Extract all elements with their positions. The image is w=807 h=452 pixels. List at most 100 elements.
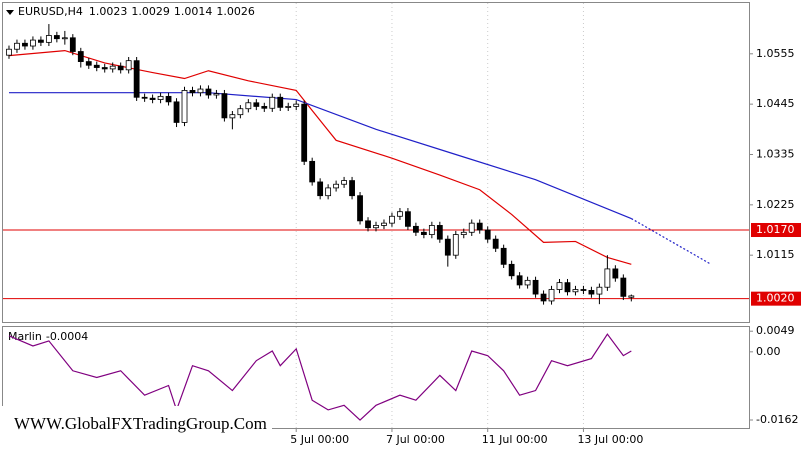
candle-body bbox=[516, 275, 523, 286]
x-tick-label: 13 Jul 00:00 bbox=[577, 433, 643, 446]
candle-body bbox=[564, 282, 571, 293]
candle-body bbox=[325, 187, 332, 197]
candle-body bbox=[540, 293, 547, 302]
candle-body bbox=[213, 93, 220, 96]
candle-body bbox=[556, 282, 563, 290]
candle-body bbox=[420, 231, 427, 235]
candle-body bbox=[261, 106, 268, 109]
candle-body bbox=[173, 101, 180, 123]
candle-body bbox=[628, 295, 635, 298]
candle-body bbox=[53, 35, 60, 40]
candle-body bbox=[612, 268, 619, 279]
y-tick-label: 1.0555 bbox=[756, 47, 795, 60]
candle-body bbox=[181, 90, 188, 123]
candle-body bbox=[341, 180, 347, 185]
candle-body bbox=[37, 39, 44, 43]
candle-body bbox=[460, 231, 467, 235]
chart-header: EURUSD,H4 1.0023 1.0029 1.0014 1.0026 bbox=[18, 5, 255, 18]
candle-body bbox=[596, 286, 603, 295]
candle-body bbox=[6, 48, 12, 56]
candle-body bbox=[157, 95, 164, 100]
candle-body bbox=[45, 35, 52, 43]
candle-body bbox=[604, 268, 611, 288]
candle-body bbox=[293, 103, 300, 107]
candle-body bbox=[22, 42, 28, 47]
candle-body bbox=[333, 183, 340, 189]
candle-body bbox=[444, 238, 451, 256]
candle-body bbox=[412, 225, 419, 233]
candle-body bbox=[85, 61, 92, 66]
candle-body bbox=[141, 96, 148, 99]
candle-body bbox=[69, 37, 76, 52]
candle-body bbox=[125, 60, 132, 71]
x-tick-label: 5 Jul 00:00 bbox=[290, 433, 349, 446]
candle-body bbox=[405, 211, 411, 227]
candle-body bbox=[365, 220, 371, 229]
y-tick-label: 0.0049 bbox=[756, 324, 795, 337]
candle-body bbox=[165, 95, 172, 103]
candle-body bbox=[301, 103, 308, 162]
candle-body bbox=[205, 88, 212, 96]
y-tick-label: 0.00 bbox=[756, 345, 781, 358]
indicator-line bbox=[8, 333, 632, 421]
moving-average bbox=[8, 49, 632, 265]
candle-body bbox=[492, 238, 499, 249]
candle-body bbox=[229, 114, 236, 119]
candle-body bbox=[508, 263, 515, 277]
candle-body bbox=[588, 290, 595, 295]
candle-body bbox=[397, 211, 403, 217]
candle-body bbox=[468, 222, 475, 233]
price-label-box bbox=[751, 223, 801, 238]
candle-body bbox=[381, 222, 387, 226]
candle-body bbox=[500, 247, 507, 265]
candle-body bbox=[237, 108, 244, 116]
candle-body bbox=[133, 60, 140, 98]
watermark: WWW.GlobalFXTradingGroup.Com bbox=[14, 414, 267, 433]
candle-body bbox=[580, 289, 587, 291]
candle-body bbox=[189, 90, 196, 94]
moving-average bbox=[631, 218, 712, 265]
main-panel bbox=[2, 2, 750, 323]
y-tick-label: 1.0335 bbox=[756, 147, 795, 160]
x-tick-label: 11 Jul 00:00 bbox=[482, 433, 548, 446]
candle-body bbox=[197, 88, 204, 94]
y-tick-label: 1.0225 bbox=[756, 198, 795, 211]
candle-body bbox=[309, 160, 316, 183]
candle-body bbox=[373, 225, 379, 229]
candle-body bbox=[349, 180, 355, 197]
price-label-box bbox=[751, 291, 801, 306]
candle-body bbox=[253, 102, 260, 107]
y-tick-label: 1.0115 bbox=[756, 248, 795, 261]
candle-body bbox=[277, 96, 284, 108]
candle-body bbox=[548, 289, 555, 302]
candle-body bbox=[452, 234, 459, 256]
candle-body bbox=[484, 229, 491, 240]
x-tick-label: 7 Jul 00:00 bbox=[386, 433, 445, 446]
candle-body bbox=[149, 97, 156, 100]
candle-body bbox=[436, 225, 443, 240]
candle-body bbox=[14, 42, 20, 50]
candle-body bbox=[101, 67, 108, 70]
candle-body bbox=[93, 64, 100, 68]
candle-body bbox=[285, 106, 292, 108]
candle-body bbox=[389, 215, 395, 224]
candle-body bbox=[317, 181, 324, 197]
indicator-panel bbox=[2, 326, 750, 429]
candle-body bbox=[428, 225, 435, 235]
candle-body bbox=[77, 51, 84, 62]
candle-body bbox=[61, 37, 68, 40]
candle-body bbox=[221, 93, 228, 119]
candle-body bbox=[620, 277, 627, 297]
candle-body bbox=[532, 279, 539, 295]
candle-body bbox=[572, 289, 579, 293]
candle-body bbox=[357, 195, 363, 222]
y-tick-label: -0.0162 bbox=[756, 413, 798, 426]
candle-body bbox=[524, 279, 531, 286]
candle-body bbox=[245, 102, 252, 110]
menu-arrow bbox=[6, 10, 14, 15]
candle-body bbox=[117, 65, 124, 71]
candle-body bbox=[476, 222, 483, 231]
plot-layer: 1.0555 1.0445 1.0335 1.0225 1.0115 0.0049 0.00… bbox=[3, 3, 801, 446]
price-label: 1.0170 bbox=[756, 223, 795, 236]
